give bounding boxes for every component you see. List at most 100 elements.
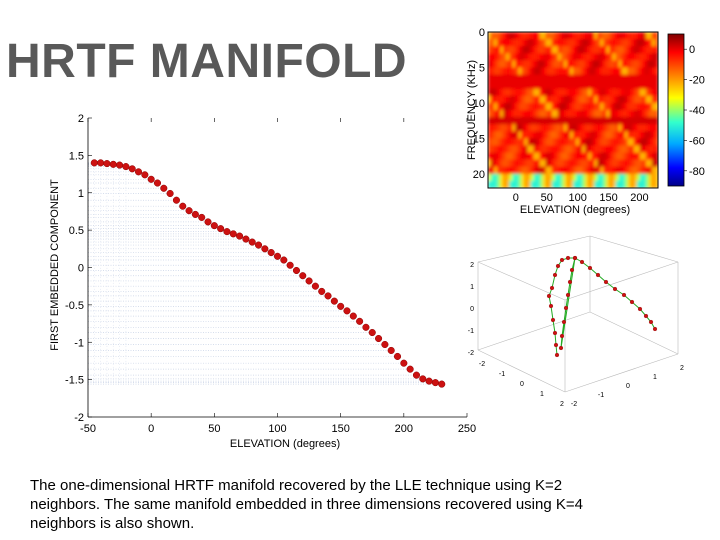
heatmap-cell — [512, 39, 516, 47]
heatmap-cell — [560, 124, 565, 132]
heatmap-cell — [500, 88, 504, 97]
heatmap-cell — [551, 159, 556, 168]
heatmap-cell — [633, 124, 638, 132]
heatmap-cell — [536, 173, 541, 182]
heatmap-cell — [530, 95, 534, 104]
heatmap-cell — [533, 81, 537, 90]
heatmap-cell — [618, 152, 622, 161]
heatmap-cell — [527, 159, 531, 168]
heatmap-cell — [497, 81, 501, 90]
heatmap-cell — [500, 39, 504, 47]
heatmap-cell — [615, 131, 619, 139]
heatmap-cell — [624, 74, 629, 83]
heatmap-cell — [600, 46, 604, 54]
heatmap-cell — [545, 81, 550, 90]
heatmap-cell — [551, 102, 556, 111]
heatmap-cell — [542, 110, 547, 118]
heatmap-cell — [633, 88, 638, 97]
heatmap-cell — [512, 180, 516, 189]
heatmap-cell — [591, 102, 595, 111]
heatmap-cell — [536, 67, 541, 75]
heatmap-cell — [624, 152, 629, 161]
heatmap-cell — [506, 39, 510, 47]
heatmap-cell — [600, 166, 604, 175]
heatmap-cell — [612, 53, 616, 61]
heatmap-cell — [497, 60, 501, 68]
heatmap-cell — [621, 173, 626, 182]
heatmap-cell — [503, 159, 507, 168]
heatmap-cell — [503, 117, 507, 125]
heatmap-cell — [512, 60, 516, 68]
heatmap-cell — [569, 131, 574, 139]
heatmap-cell — [488, 102, 492, 111]
heatmap-cell — [524, 32, 528, 40]
x-tick-label: 100 — [268, 423, 286, 435]
heatmap-cell — [545, 159, 550, 168]
heatmap-cell — [585, 67, 589, 75]
heatmap-cell — [515, 74, 519, 83]
heatmap-cell — [639, 88, 644, 97]
heatmap-cell — [515, 81, 519, 90]
heatmap-cell — [560, 32, 565, 40]
heatmap-cell — [497, 53, 501, 61]
heatmap-cell — [500, 152, 504, 161]
heatmap-cell — [591, 152, 595, 161]
heatmap-cell — [557, 110, 562, 118]
heatmap-cell — [563, 131, 568, 139]
heatmap-cell — [615, 145, 619, 153]
heatmap-cell — [548, 131, 553, 139]
heatmap-cell — [488, 32, 492, 40]
heatmap-cell — [527, 74, 531, 83]
heatmap-cell — [579, 145, 583, 153]
heatmap-cell — [563, 166, 568, 175]
heatmap-cell — [512, 53, 516, 61]
heatmap-cell — [651, 60, 656, 68]
heatmap-cell — [642, 138, 647, 146]
heatmap-cell — [515, 67, 519, 75]
heatmap-cell — [633, 152, 638, 161]
heatmap-cell — [548, 81, 553, 90]
heatmap-cell — [651, 180, 656, 189]
heatmap-cell — [491, 152, 495, 161]
heatmap-cell — [503, 138, 507, 146]
heatmap-cell — [603, 53, 607, 61]
heatmap-cell — [648, 166, 653, 175]
3d-z-tick-label: 1 — [470, 284, 474, 291]
heatmap-cell — [488, 88, 492, 97]
heatmap-cell — [585, 39, 589, 47]
heatmap-cell — [557, 173, 562, 182]
heatmap-cell — [648, 145, 653, 153]
data-point — [204, 218, 212, 226]
heatmap-cell — [606, 173, 610, 182]
heatmap-cell — [509, 95, 513, 104]
3d-data-point — [637, 306, 643, 312]
heatmap-cell — [573, 131, 577, 139]
heatmap-cell — [627, 67, 632, 75]
heatmap-cell — [533, 32, 537, 40]
heatmap-cell — [606, 131, 610, 139]
heatmap-cell — [533, 138, 537, 146]
heatmap-cell — [633, 102, 638, 111]
heatmap-x-tick-label: 100 — [568, 192, 586, 204]
heatmap-cell — [536, 131, 541, 139]
heatmap-cell — [569, 74, 574, 83]
heatmap-cell — [500, 102, 504, 111]
heatmap-cell — [591, 110, 595, 118]
heatmap-cell — [615, 117, 619, 125]
heatmap-cell — [618, 32, 622, 40]
heatmap-cell — [621, 60, 626, 68]
heatmap-cell — [654, 88, 659, 97]
heatmap-cell — [612, 131, 616, 139]
heatmap-cell — [642, 32, 647, 40]
heatmap-cell — [612, 46, 616, 54]
heatmap-cell — [554, 32, 559, 40]
3d-box-edge — [589, 311, 679, 355]
heatmap-cell — [536, 117, 541, 125]
heatmap-cell — [563, 81, 568, 90]
heatmap-cell — [645, 81, 650, 90]
heatmap-cell — [488, 117, 492, 125]
heatmap-cell — [548, 95, 553, 104]
heatmap-cell — [515, 124, 519, 132]
heatmap-cell — [639, 173, 644, 182]
heatmap-cell — [551, 166, 556, 175]
